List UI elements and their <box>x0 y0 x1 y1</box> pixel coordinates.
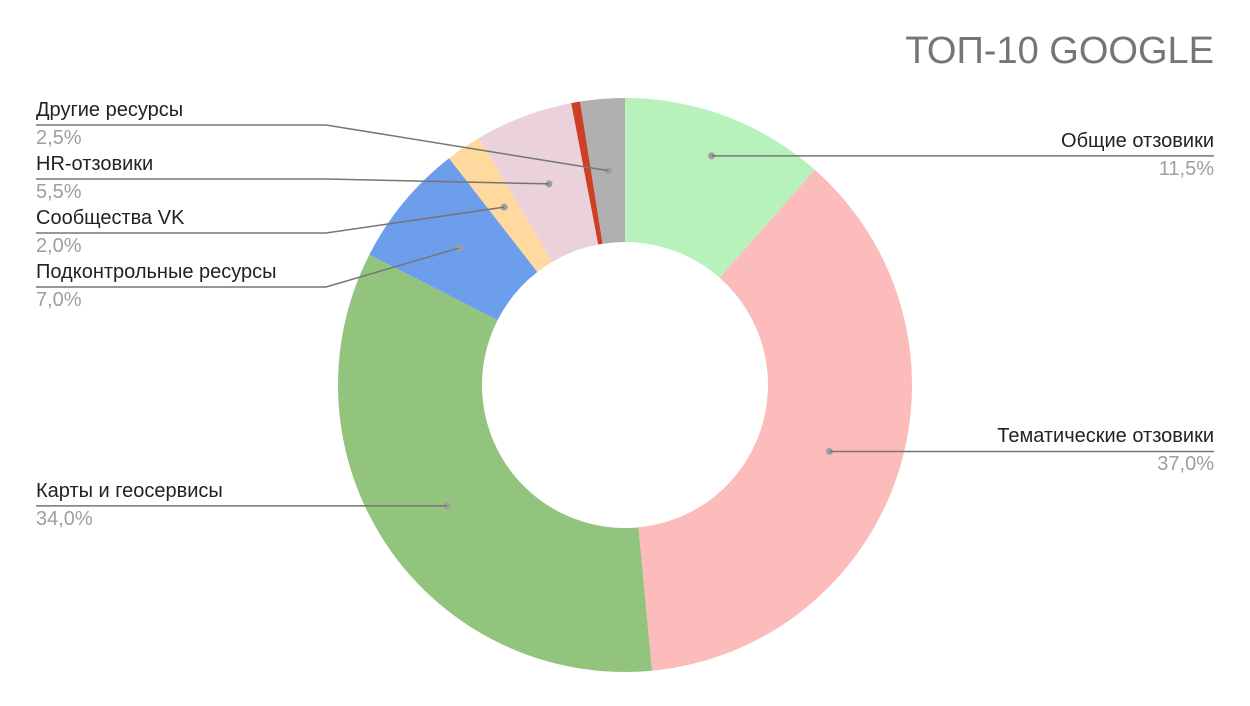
leader-line <box>36 206 505 234</box>
slice-value-label: 5,5% <box>36 181 82 203</box>
slice-тематические-отзовики[interactable] <box>638 169 912 671</box>
slice-value-label: 2,5% <box>36 127 82 149</box>
slice-value-label: 11,5% <box>1158 157 1214 180</box>
leader-line <box>36 178 550 185</box>
slice-подконтрольные-ресурсы[interactable] <box>369 158 538 321</box>
slice-label: Другие ресурсы <box>36 99 184 121</box>
leader-line <box>36 247 460 288</box>
chart-title: ТОП-10 GOOGLE <box>905 30 1214 72</box>
slice-общие-отзовики[interactable] <box>625 98 815 278</box>
slice-value-label: 37,0% <box>1157 453 1214 476</box>
slice-value-label: 7,0% <box>36 289 82 311</box>
slice-hr-отзовики[interactable] <box>478 103 599 262</box>
slice-value-label: 2,0% <box>36 235 82 257</box>
slice-label: Тематические отзовики <box>997 425 1214 448</box>
slice-label: Общие отзовики <box>1061 129 1214 152</box>
slice-label: Карты и геосервисы <box>36 479 223 502</box>
slice-label: Подконтрольные ресурсы <box>36 261 277 283</box>
slice-label: HR-отзовики <box>36 153 154 175</box>
slice-label: Сообщества VK <box>36 207 185 229</box>
slice-другие-ресурсы[interactable] <box>580 98 625 244</box>
slice-карты-и-геосервисы[interactable] <box>337 254 653 673</box>
slice-сообщества-vk[interactable] <box>449 137 553 273</box>
slice-slice-6[interactable] <box>571 101 603 245</box>
leader-line <box>36 124 609 172</box>
slice-value-label: 34,0% <box>36 507 93 530</box>
